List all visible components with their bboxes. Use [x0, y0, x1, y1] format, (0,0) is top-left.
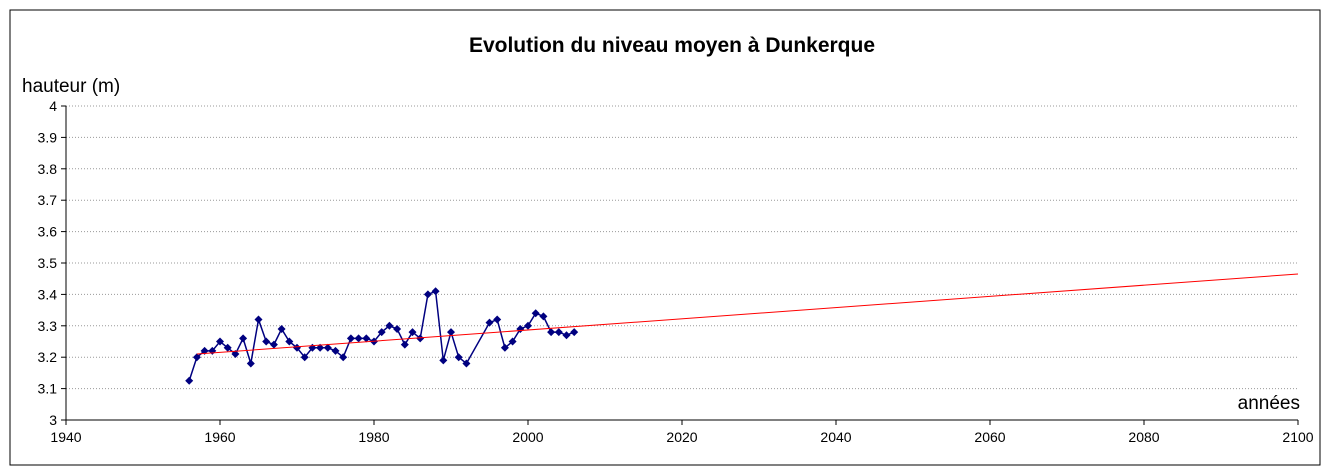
data-point: [254, 315, 263, 324]
data-point: [493, 315, 502, 324]
x-tick-label: 2020: [666, 429, 697, 445]
y-tick-label: 3.9: [38, 129, 58, 145]
data-point: [293, 343, 301, 352]
x-tick-label: 2040: [820, 429, 851, 445]
data-point: [192, 353, 201, 362]
data-point: [277, 324, 286, 333]
data-point: [339, 353, 348, 362]
data-point: [524, 321, 532, 330]
data-point: [223, 343, 232, 352]
data-point: [393, 324, 402, 333]
y-tick-label: 3.6: [38, 224, 58, 240]
data-point: [539, 312, 548, 321]
data-point: [431, 287, 440, 296]
data-point: [362, 334, 371, 343]
data-point: [562, 331, 571, 340]
data-point: [323, 343, 332, 352]
data-point: [400, 340, 409, 349]
data-point: [300, 353, 309, 362]
data-point: [454, 353, 463, 362]
series-line: [196, 273, 1299, 355]
data-point: [285, 337, 294, 346]
data-point: [462, 359, 471, 368]
data-point: [239, 334, 248, 343]
y-tick-label: 4: [49, 98, 57, 114]
data-point: [262, 337, 271, 346]
data-point: [500, 343, 509, 352]
data-point: [354, 334, 363, 343]
data-point: [216, 337, 224, 346]
y-tick-label: 3.5: [38, 255, 58, 271]
data-point: [346, 334, 355, 343]
data-point: [439, 356, 448, 365]
x-tick-label: 1980: [358, 429, 389, 445]
y-tick-label: 3.4: [38, 286, 58, 302]
data-point: [331, 346, 340, 355]
data-point: [423, 290, 432, 299]
data-point: [246, 359, 255, 368]
data-point: [508, 337, 517, 346]
y-tick-label: 3.3: [38, 318, 58, 334]
data-point: [447, 328, 455, 337]
data-point: [570, 328, 579, 337]
y-tick-label: 3: [49, 412, 57, 428]
chart-title: Evolution du niveau moyen à Dunkerque: [469, 34, 875, 57]
y-tick-label: 3.2: [38, 349, 58, 365]
x-tick-label: 1940: [50, 429, 81, 445]
data-point: [485, 318, 494, 327]
data-point: [408, 328, 417, 337]
y-tick-label: 3.7: [38, 192, 58, 208]
data-point: [316, 343, 325, 352]
data-point: [531, 309, 540, 318]
y-tick-label: 3.8: [38, 161, 58, 177]
x-tick-label: 1960: [204, 429, 235, 445]
y-tick-label: 3.1: [38, 381, 58, 397]
x-tick-label: 2080: [1128, 429, 1159, 445]
data-point: [185, 376, 194, 385]
data-point: [385, 321, 394, 330]
x-tick-label: 2100: [1282, 429, 1313, 445]
data-point: [554, 328, 563, 337]
data-point: [547, 328, 556, 337]
x-axis-title: années: [1238, 393, 1300, 414]
x-tick-label: 2060: [974, 429, 1005, 445]
data-point: [231, 350, 240, 359]
data-point: [269, 340, 278, 349]
x-tick-label: 2000: [512, 429, 543, 445]
y-axis-title: hauteur (m): [22, 76, 120, 97]
data-point: [377, 328, 386, 337]
chart-frame: [9, 9, 1321, 466]
data-point: [416, 334, 425, 343]
